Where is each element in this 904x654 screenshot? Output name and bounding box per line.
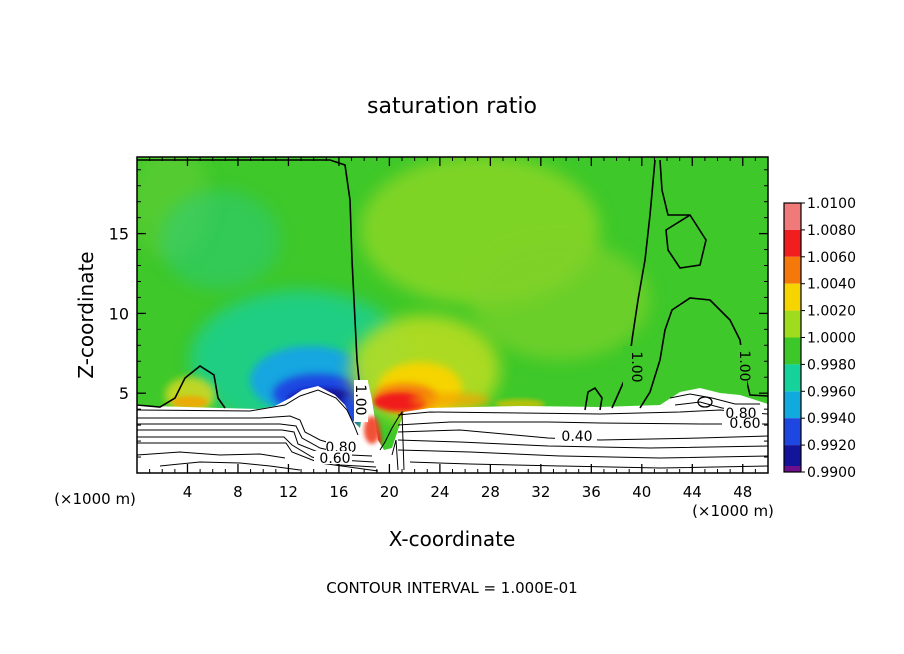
x-tick-label: 4 (183, 483, 193, 501)
x-tick-label: 44 (683, 483, 702, 501)
colorbar: 1.0100 1.0080 1.0060 1.0040 1.0020 1.0000 0.99… (783, 196, 856, 481)
colorbar-segment (784, 445, 801, 472)
colorbar-segment (784, 283, 801, 311)
contour-label: 0.60 (729, 416, 760, 432)
gap-warm-spot (364, 416, 380, 444)
colorbar-label: 1.0080 (807, 223, 856, 239)
chart-title: saturation ratio (367, 94, 537, 119)
colorbar-label: 0.9900 (807, 465, 856, 481)
contour-label: 1.00 (736, 350, 752, 381)
x-tick-label: 40 (632, 483, 651, 501)
colorbar-segment (784, 391, 801, 419)
x-tick-label: 8 (233, 483, 243, 501)
y-tick-label: 15 (109, 225, 129, 244)
colorbar-label: 0.9980 (807, 357, 856, 373)
plot-area: 1.00 1.00 1.00 0.80 0.60 0.40 0.80 0.60 (137, 157, 768, 473)
contour-label: 0.40 (561, 429, 592, 445)
dry-layer (137, 382, 768, 473)
contour-label: 1.00 (628, 351, 644, 382)
x-unit-left: (×1000 m) (54, 490, 136, 508)
y-tick-label: 5 (119, 384, 129, 403)
colorbar-label: 0.9940 (807, 411, 856, 427)
x-tick-label: 28 (481, 483, 500, 501)
contour-label: 1.00 (352, 384, 368, 415)
y-tick-label: 10 (109, 304, 129, 323)
colorbar-segment (784, 256, 801, 284)
x-unit-right: (×1000 m) (692, 502, 774, 520)
x-tick-label: 16 (329, 483, 348, 501)
colorbar-label: 1.0000 (807, 331, 856, 347)
x-tick-label: 20 (380, 483, 399, 501)
colorbar-segment (784, 229, 801, 257)
light-green-regions (137, 157, 650, 360)
colorbar-label: 0.9960 (807, 384, 856, 400)
colorbar-segment (784, 364, 801, 392)
x-tick-label: 24 (430, 483, 449, 501)
colorbar-label: 1.0020 (807, 304, 856, 320)
colorbar-segment (784, 466, 801, 472)
contour-interval-footer: CONTOUR INTERVAL = 1.000E-01 (326, 579, 577, 597)
colorbar-segment (784, 310, 801, 338)
y-axis-label: Z-coordinate (74, 251, 98, 378)
x-tick-label: 32 (531, 483, 550, 501)
colorbar-label: 0.9920 (807, 438, 856, 454)
colorbar-label: 1.0100 (807, 196, 856, 212)
y-axis: 5 10 15 (109, 169, 768, 458)
colorbar-segment (784, 337, 801, 365)
x-tick-label: 48 (733, 483, 752, 501)
x-tick-label: 36 (582, 483, 601, 501)
contour-label-group: 1.00 1.00 1.00 0.80 0.60 0.40 0.80 0.60 (314, 345, 762, 467)
contour-label: 0.60 (319, 451, 350, 467)
x-axis: 4 8 12 16 20 24 28 32 36 40 44 48 (149, 157, 756, 501)
colorbar-label: 1.0040 (807, 277, 856, 293)
colorbar-label: 1.0060 (807, 250, 856, 266)
x-axis-label: X-coordinate (389, 527, 516, 551)
x-tick-label: 12 (279, 483, 298, 501)
colorbar-segment (784, 203, 801, 230)
colorbar-segment (784, 418, 801, 446)
supersaturated-region (165, 315, 711, 452)
